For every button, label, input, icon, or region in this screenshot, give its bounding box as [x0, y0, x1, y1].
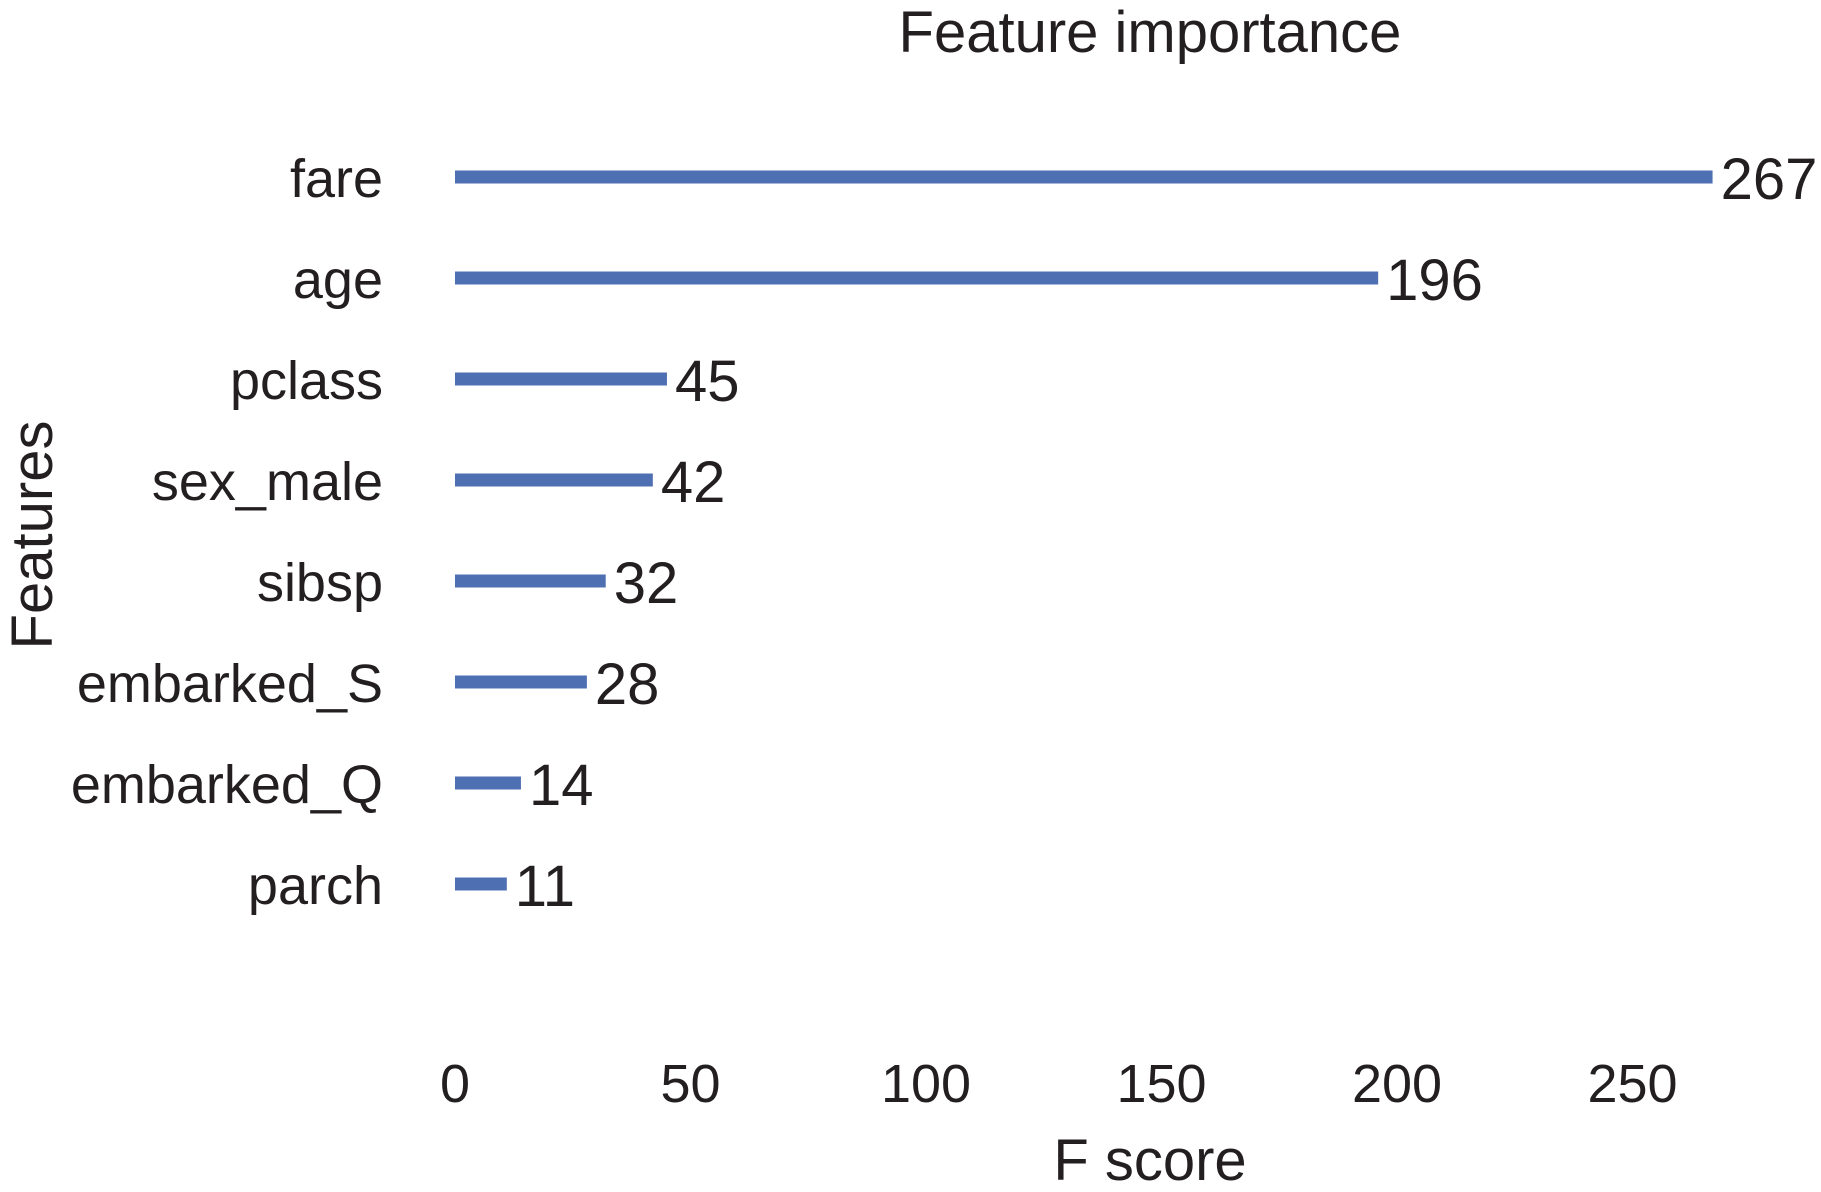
bar	[455, 473, 653, 487]
bar-value-label: 14	[529, 753, 594, 818]
x-tick-label: 150	[1116, 1054, 1206, 1114]
y-axis-label: Features	[0, 421, 65, 650]
x-tick-label: 100	[881, 1054, 971, 1114]
bars-layer: fare 267 age 196 pclass 45 sex_male 42 sibsp 32 em…	[71, 147, 1818, 919]
y-tick-label: age	[293, 250, 383, 310]
bar	[455, 675, 587, 689]
bar-value-label: 196	[1386, 248, 1483, 313]
y-tick-label: embarked_S	[77, 654, 383, 714]
y-tick-label: fare	[290, 149, 383, 209]
y-tick-label: pclass	[230, 351, 383, 411]
bar	[455, 877, 507, 891]
bar	[455, 170, 1713, 184]
x-axis-label: F score	[1053, 1128, 1246, 1187]
bar-value-label: 11	[515, 854, 575, 919]
y-tick-label: embarked_Q	[71, 755, 383, 815]
y-tick-label: parch	[248, 856, 383, 916]
chart-title: Feature importance	[899, 0, 1402, 65]
x-tick-label: 250	[1587, 1054, 1677, 1114]
bar-value-label: 32	[614, 551, 679, 616]
y-tick-label: sex_male	[152, 452, 383, 512]
x-ticks-layer: 0 50 100 150 200 250	[440, 1054, 1678, 1114]
bar	[455, 776, 521, 790]
bar-value-label: 28	[595, 652, 660, 717]
x-tick-label: 200	[1352, 1054, 1442, 1114]
bar-value-label: 45	[675, 349, 740, 414]
x-tick-label: 50	[660, 1054, 720, 1114]
bar	[455, 372, 667, 386]
bar-value-label: 267	[1721, 147, 1818, 212]
bar	[455, 574, 606, 588]
y-tick-label: sibsp	[257, 553, 383, 613]
bar-value-label: 42	[661, 450, 726, 515]
bar	[455, 271, 1379, 285]
x-tick-label: 0	[440, 1054, 470, 1114]
